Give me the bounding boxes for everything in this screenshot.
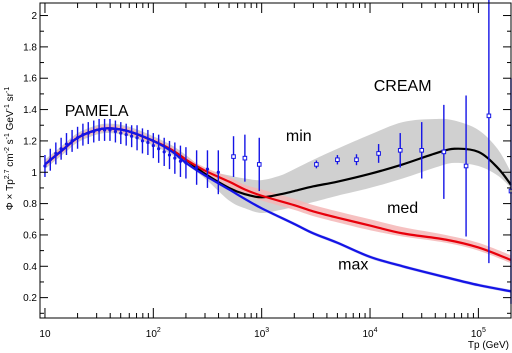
pamela-point-27: [195, 165, 199, 170]
pamela-point-6: [75, 136, 80, 140]
pamela-point-1: [48, 158, 52, 162]
annotation-min: min: [286, 128, 312, 145]
y-tick-label-7: 1.6: [23, 74, 37, 85]
pamela-point-0: [43, 164, 47, 168]
pamela-point-28: [205, 167, 210, 171]
pamela-point-9: [92, 129, 96, 134]
y-tick-label-0: 0.2: [23, 293, 37, 304]
plot-frame: [39, 2, 512, 319]
pamela-point-16: [130, 134, 134, 138]
pamela-point-15: [124, 133, 128, 137]
pamela-point-12: [108, 128, 112, 132]
pamela-point-11: [102, 128, 107, 132]
pamela-point-24: [173, 156, 177, 160]
cream-point-3: [314, 162, 319, 167]
cream-point-1: [242, 155, 248, 161]
annotation-pamela: PAMELA: [65, 103, 129, 120]
y-tick-label-5: 1.2: [23, 136, 37, 147]
x-tick-label-1: 102: [146, 327, 161, 340]
pamela-point-2: [54, 151, 58, 156]
annotation-med: med: [387, 200, 418, 217]
cream-point-9: [441, 149, 447, 155]
x-tick-label-2: 103: [254, 327, 269, 340]
bands: [44, 118, 512, 293]
pamela-point-14: [119, 131, 123, 135]
pamela-point-3: [59, 147, 63, 151]
pamela-point-18: [140, 139, 145, 143]
pamela-point-8: [86, 131, 90, 135]
y-tick-label-9: 2: [31, 11, 37, 22]
pamela-point-13: [113, 129, 118, 134]
cream-point-6: [376, 151, 381, 156]
pamela-point-19: [146, 140, 150, 145]
pamela-point-29: [216, 170, 220, 174]
y-tick-label-8: 1.8: [23, 42, 37, 53]
cream-point-10: [463, 163, 469, 169]
x-tick-label-3: 104: [363, 327, 378, 340]
annotations: PAMELA CREAM min med max: [65, 78, 432, 274]
pamela-point-10: [97, 128, 101, 132]
y-tick-label-3: 0.8: [23, 199, 37, 210]
annotation-max: max: [338, 256, 368, 273]
x-tick-label-0: 10: [39, 329, 51, 340]
cream-point-0: [231, 154, 236, 159]
line-max: [44, 127, 512, 293]
pamela-point-25: [178, 159, 183, 163]
y-tick-label-1: 0.4: [23, 262, 37, 273]
pamela-point-23: [167, 153, 172, 157]
pamela-point-21: [157, 147, 161, 151]
annotation-cream: CREAM: [374, 78, 432, 95]
pamela-point-22: [162, 150, 166, 154]
x-tick-label-4: 105: [471, 327, 486, 340]
pamela-point-17: [135, 136, 139, 140]
pamela-point-7: [81, 133, 85, 137]
pamela-point-26: [184, 161, 188, 165]
cream-point-11: [486, 113, 492, 119]
y-tick-label-6: 1.4: [23, 105, 37, 116]
cream-point-4: [335, 157, 340, 163]
cream-point-5: [354, 157, 359, 163]
y-tick-label-4: 1: [31, 168, 37, 179]
y-tick-label-2: 0.6: [23, 230, 37, 241]
y-axis-title: Φ × Tp2.7 cm-2 s-1 GeV-1 sr-1: [4, 87, 16, 211]
pamela-point-20: [151, 144, 155, 148]
cream-point-8: [419, 148, 425, 153]
axes: 0.2 0.4 0.6 0.8 1 1.2 1.4 1.6 1.8 2 10 102 103 104 105: [23, 3, 512, 340]
pamela-point-5: [70, 139, 74, 143]
points: [43, 0, 512, 304]
pamela-point-4: [64, 142, 69, 146]
x-axis-title: Tp (GeV): [468, 340, 509, 351]
cream-point-7: [397, 148, 403, 153]
lines: [44, 127, 512, 293]
cream-point-2: [256, 162, 262, 167]
